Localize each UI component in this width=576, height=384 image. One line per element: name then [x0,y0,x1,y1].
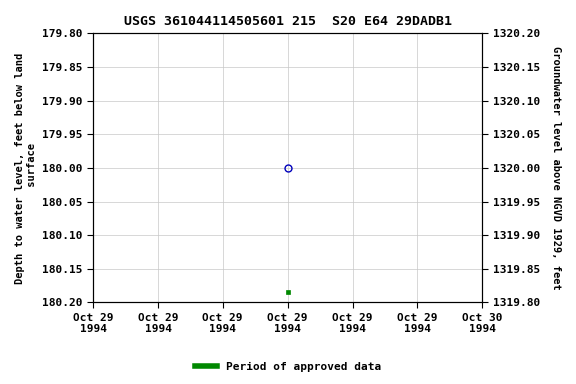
Y-axis label: Depth to water level, feet below land
 surface: Depth to water level, feet below land su… [15,52,37,283]
Title: USGS 361044114505601 215  S20 E64 29DADB1: USGS 361044114505601 215 S20 E64 29DADB1 [124,15,452,28]
Y-axis label: Groundwater level above NGVD 1929, feet: Groundwater level above NGVD 1929, feet [551,46,561,290]
Legend: Period of approved data: Period of approved data [191,358,385,377]
